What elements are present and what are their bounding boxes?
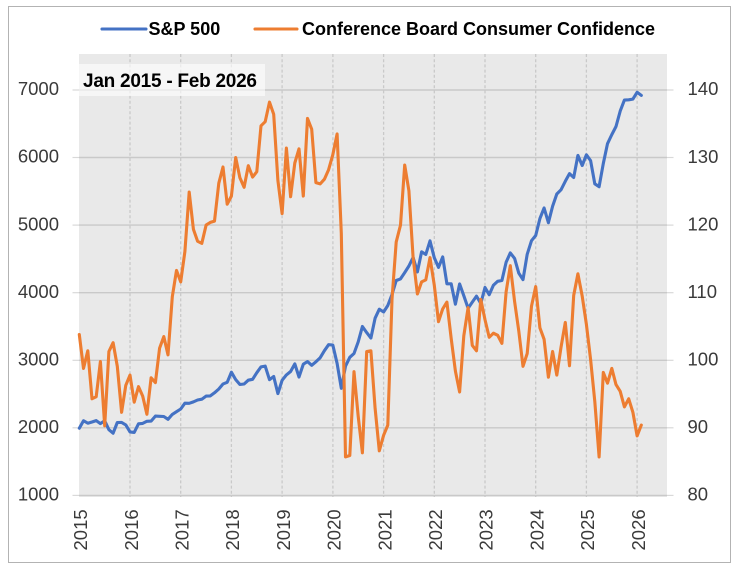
svg-text:120: 120	[688, 213, 719, 234]
svg-text:140: 140	[688, 78, 719, 99]
svg-text:1000: 1000	[18, 484, 59, 505]
svg-text:2026: 2026	[628, 509, 649, 550]
svg-text:6000: 6000	[18, 146, 59, 167]
svg-text:7000: 7000	[18, 78, 59, 99]
svg-text:4000: 4000	[18, 281, 59, 302]
svg-text:2000: 2000	[18, 416, 59, 437]
svg-text:100: 100	[688, 349, 719, 370]
svg-text:130: 130	[688, 146, 719, 167]
svg-text:110: 110	[688, 281, 718, 302]
svg-text:S&P 500: S&P 500	[149, 19, 221, 39]
svg-text:2015: 2015	[70, 509, 91, 550]
svg-text:Jan 2015 - Feb 2026: Jan 2015 - Feb 2026	[83, 71, 257, 92]
svg-text:3000: 3000	[18, 349, 59, 370]
svg-text:2022: 2022	[425, 509, 446, 550]
svg-text:2023: 2023	[476, 509, 497, 550]
svg-text:2018: 2018	[222, 509, 243, 550]
svg-text:80: 80	[688, 484, 709, 505]
svg-text:2021: 2021	[374, 509, 395, 550]
svg-text:Conference Board Consumer Conf: Conference Board Consumer Confidence	[302, 19, 655, 39]
svg-text:5000: 5000	[18, 213, 59, 234]
svg-text:2017: 2017	[172, 509, 193, 550]
svg-text:2019: 2019	[273, 509, 294, 550]
svg-text:2025: 2025	[577, 509, 598, 550]
svg-text:90: 90	[688, 416, 709, 437]
svg-text:2024: 2024	[526, 509, 547, 550]
svg-text:2020: 2020	[324, 509, 345, 550]
svg-text:2016: 2016	[121, 509, 142, 550]
